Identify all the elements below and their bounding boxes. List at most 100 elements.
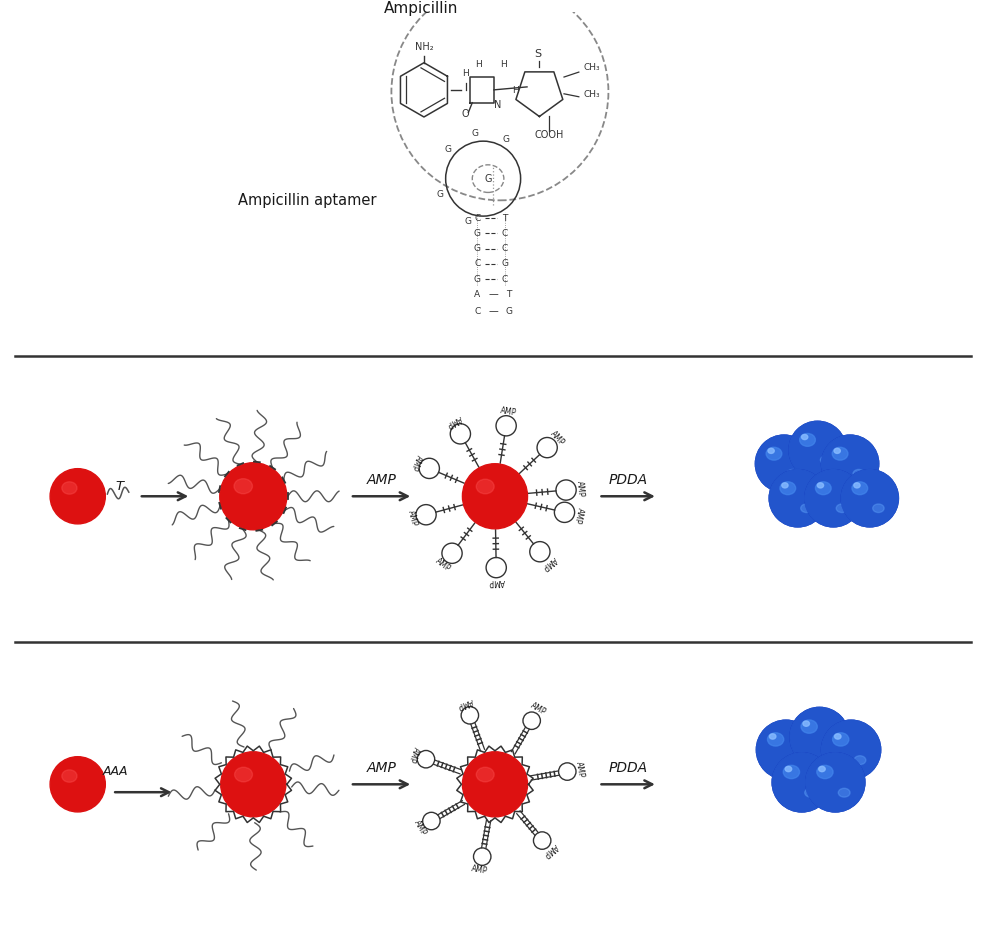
Circle shape: [806, 753, 865, 812]
Text: G: G: [501, 260, 509, 268]
Text: C: C: [502, 229, 508, 238]
Ellipse shape: [62, 770, 77, 782]
Text: AMP: AMP: [367, 762, 396, 776]
Text: G: G: [473, 229, 481, 238]
Text: —: —: [488, 306, 498, 317]
Text: AMP: AMP: [541, 842, 560, 859]
Circle shape: [756, 721, 815, 779]
Text: G: G: [502, 135, 510, 143]
Text: O: O: [461, 110, 469, 119]
Ellipse shape: [815, 482, 831, 494]
Circle shape: [790, 708, 849, 766]
Text: AMP: AMP: [457, 696, 474, 710]
Circle shape: [769, 469, 826, 527]
Circle shape: [755, 435, 812, 492]
Ellipse shape: [62, 481, 77, 494]
Text: AMP: AMP: [409, 453, 424, 472]
Text: AMP: AMP: [444, 413, 462, 429]
Ellipse shape: [462, 751, 528, 816]
Text: —: —: [488, 290, 498, 300]
Ellipse shape: [873, 504, 884, 513]
Text: N: N: [494, 100, 502, 110]
Text: T: T: [502, 213, 508, 223]
Circle shape: [806, 753, 865, 812]
Text: AMP: AMP: [412, 818, 428, 837]
Ellipse shape: [476, 479, 494, 493]
Circle shape: [821, 435, 879, 492]
Circle shape: [805, 469, 862, 527]
Ellipse shape: [803, 721, 810, 726]
Text: H: H: [513, 86, 519, 95]
Ellipse shape: [761, 441, 810, 490]
Text: AAA: AAA: [103, 765, 128, 778]
Ellipse shape: [766, 447, 782, 460]
Text: G: G: [471, 129, 479, 139]
Text: AMP: AMP: [548, 429, 566, 447]
Ellipse shape: [834, 448, 840, 453]
Ellipse shape: [782, 483, 788, 488]
Circle shape: [821, 435, 879, 492]
Ellipse shape: [810, 476, 859, 524]
Ellipse shape: [838, 789, 850, 797]
Ellipse shape: [834, 734, 841, 739]
Ellipse shape: [476, 767, 494, 782]
Ellipse shape: [817, 483, 823, 488]
Text: AMP: AMP: [500, 406, 518, 417]
Ellipse shape: [780, 482, 796, 494]
Text: H: H: [462, 69, 469, 78]
Text: C: C: [474, 307, 480, 316]
Circle shape: [789, 422, 846, 479]
Text: C: C: [502, 275, 508, 284]
Ellipse shape: [795, 427, 843, 476]
Text: AMP: AMP: [488, 577, 505, 587]
Text: AMP: AMP: [575, 480, 586, 497]
Ellipse shape: [462, 464, 528, 529]
Text: AMP: AMP: [574, 761, 586, 778]
Text: C: C: [502, 244, 508, 253]
Text: T: T: [506, 290, 512, 299]
Ellipse shape: [818, 766, 825, 772]
Text: PDDA: PDDA: [608, 762, 648, 776]
Ellipse shape: [775, 476, 823, 524]
Text: G: G: [445, 145, 452, 154]
Text: CH₃: CH₃: [584, 89, 600, 99]
Ellipse shape: [801, 504, 812, 513]
Text: AMP: AMP: [471, 864, 489, 875]
Ellipse shape: [785, 766, 792, 772]
Ellipse shape: [854, 483, 860, 488]
Text: Ampicillin: Ampicillin: [384, 1, 458, 16]
Ellipse shape: [235, 767, 252, 782]
Circle shape: [769, 469, 826, 527]
Ellipse shape: [768, 448, 774, 453]
Text: COOH: COOH: [534, 130, 564, 141]
Circle shape: [841, 469, 898, 527]
Ellipse shape: [805, 789, 816, 797]
Ellipse shape: [852, 482, 868, 494]
Text: G: G: [464, 217, 471, 226]
Text: C: C: [474, 260, 480, 268]
Circle shape: [841, 469, 898, 527]
Ellipse shape: [836, 504, 848, 513]
Ellipse shape: [783, 765, 800, 778]
Text: NH₂: NH₂: [415, 42, 433, 52]
Text: AMP: AMP: [406, 509, 419, 528]
Text: G: G: [484, 174, 492, 183]
Text: G: G: [473, 244, 481, 253]
Text: CH₃: CH₃: [584, 63, 600, 72]
Text: G: G: [473, 275, 481, 284]
Ellipse shape: [221, 751, 286, 816]
Ellipse shape: [769, 734, 776, 739]
Ellipse shape: [778, 759, 828, 809]
Circle shape: [821, 721, 880, 779]
Text: PDDA: PDDA: [608, 473, 648, 488]
Circle shape: [790, 708, 849, 766]
Ellipse shape: [816, 765, 833, 778]
Circle shape: [789, 422, 846, 479]
Ellipse shape: [800, 434, 815, 446]
Text: H: H: [475, 61, 481, 69]
Circle shape: [821, 721, 880, 779]
Ellipse shape: [820, 455, 832, 465]
Ellipse shape: [50, 757, 106, 812]
Text: G: G: [505, 307, 513, 316]
Ellipse shape: [50, 468, 106, 524]
